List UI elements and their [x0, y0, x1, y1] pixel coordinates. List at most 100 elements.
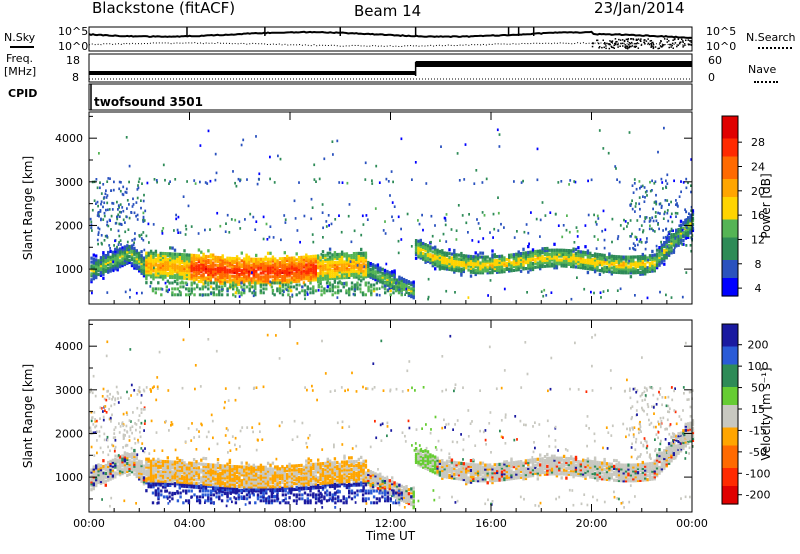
power-edge-echo: [96, 214, 99, 217]
vel-cell: [133, 462, 136, 466]
power-cell: [183, 274, 186, 278]
power-cell: [178, 274, 181, 278]
power-cell: [582, 250, 585, 254]
vel-cell: [116, 468, 119, 472]
power-cell: [176, 264, 179, 268]
power-scatter: [262, 215, 265, 219]
power-cell: [118, 251, 122, 255]
vel-cell: [164, 462, 167, 466]
vel-cell: [212, 487, 215, 491]
vel-cell: [135, 467, 138, 471]
power-cell: [223, 274, 227, 278]
nsearch-dot: [673, 38, 676, 41]
power-cell: [157, 253, 160, 257]
vel-cell: [324, 477, 327, 481]
power-cell: [519, 259, 523, 263]
nsearch-dot: [592, 42, 594, 45]
power-cell: [529, 264, 532, 268]
power-cell: [207, 268, 210, 273]
power-cell: [419, 252, 422, 256]
power-cell: [565, 264, 568, 268]
power-cell: [219, 279, 222, 283]
power-scatter: [596, 214, 599, 218]
power-cell: [216, 269, 220, 273]
power-cell: [371, 263, 375, 267]
power-cell: [405, 288, 408, 292]
power-cell: [118, 265, 122, 269]
power-scatter: [378, 293, 381, 297]
power-cell: [655, 258, 659, 262]
power-cell: [314, 256, 317, 260]
power-cell: [436, 250, 439, 254]
power-cell: [472, 261, 475, 265]
nsearch-dot: [625, 38, 628, 41]
power-cell: [257, 263, 260, 267]
power-cell: [192, 265, 196, 269]
power-cell: [345, 262, 349, 266]
power-cell: [333, 257, 337, 261]
power-cell: [164, 271, 167, 275]
power-cell: [300, 275, 303, 279]
power-cell: [620, 259, 623, 263]
power-scatter: [633, 178, 636, 181]
power-cell: [293, 266, 296, 270]
power-cell: [307, 278, 310, 282]
nsearch-dot: [652, 43, 655, 46]
nsearch-dot: [609, 43, 611, 46]
power-scatter: [199, 144, 202, 147]
vel-cell: [216, 483, 220, 487]
power-cell: [682, 232, 685, 237]
power-cell: [300, 267, 303, 271]
freq-tick-low: 8: [72, 71, 79, 84]
vel-cell: [314, 474, 317, 478]
power-cell: [353, 283, 356, 287]
power-cell: [598, 263, 602, 267]
power-cell: [644, 262, 647, 266]
vel-cell: [319, 472, 322, 476]
vel-cell: [161, 485, 165, 489]
power-cell: [192, 271, 196, 275]
power-cell: [302, 275, 306, 279]
vel-cell: [321, 475, 325, 479]
power-cell: [476, 261, 480, 265]
power-scatter: [445, 240, 448, 243]
vel-cell: [216, 465, 220, 470]
power-scatter: [234, 218, 237, 222]
power-cell: [651, 253, 654, 257]
nsearch-dot: [680, 41, 682, 43]
power-cell: [562, 258, 566, 262]
power-scatter: [325, 220, 328, 223]
power-cell: [660, 243, 664, 247]
vel-cell: [314, 482, 317, 486]
vel-cell: [221, 464, 224, 468]
vel-cell: [149, 471, 153, 475]
power-cell: [309, 257, 313, 261]
vel-cell: [166, 481, 169, 485]
power-cell: [641, 270, 644, 274]
power-cell: [505, 267, 508, 271]
power-scatter: [685, 271, 688, 274]
power-cell: [429, 245, 432, 249]
power-cell: [293, 279, 296, 284]
power-cell: [491, 253, 494, 257]
power-cell: [539, 259, 542, 263]
power-cell: [130, 246, 134, 250]
vel-cell: [149, 459, 153, 463]
power-cell: [508, 267, 511, 271]
power-cell: [467, 260, 470, 264]
power-edge-echo: [137, 184, 139, 187]
vel-cell: [305, 475, 308, 479]
power-cell: [295, 252, 298, 256]
power-cell: [493, 263, 496, 267]
power-cell: [453, 250, 456, 255]
vel-cell: [185, 477, 189, 481]
power-cell: [295, 275, 298, 279]
power-scatter: [397, 239, 400, 243]
vel-cell: [231, 466, 234, 470]
power-cell: [171, 246, 174, 250]
power-cell: [689, 213, 692, 217]
power-cell: [240, 285, 243, 289]
power-cell: [484, 261, 487, 265]
power-cell: [663, 258, 666, 262]
power-cell: [388, 277, 391, 281]
